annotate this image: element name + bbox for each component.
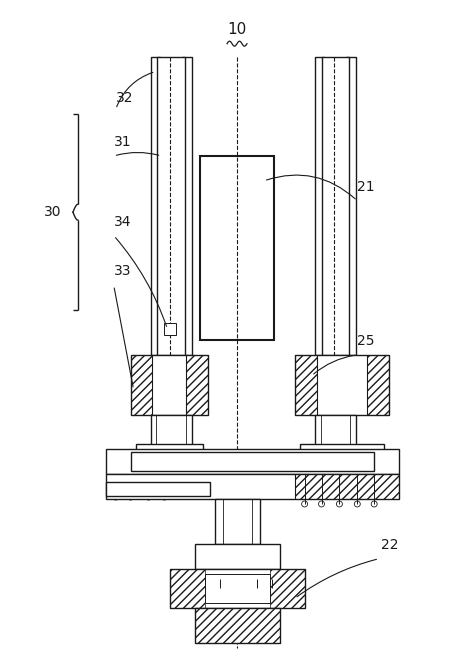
Bar	[170, 569, 205, 608]
Bar	[136, 444, 203, 454]
Bar	[182, 57, 192, 355]
Bar	[270, 569, 305, 608]
Text: 21: 21	[357, 180, 375, 194]
Bar	[131, 452, 374, 471]
Bar	[295, 355, 389, 414]
Text: 32: 32	[116, 91, 133, 105]
Bar	[200, 156, 274, 340]
Bar	[367, 355, 389, 414]
Text: 25: 25	[357, 334, 375, 348]
Bar	[346, 57, 356, 355]
Bar	[321, 57, 349, 355]
Bar	[195, 544, 280, 569]
Bar	[315, 414, 356, 449]
Circle shape	[114, 488, 123, 496]
Bar	[106, 474, 399, 499]
Circle shape	[129, 488, 138, 496]
Bar	[170, 569, 305, 608]
Bar	[295, 355, 317, 414]
Bar	[195, 608, 280, 643]
Bar	[306, 370, 318, 382]
Bar	[164, 323, 176, 335]
Text: 31: 31	[114, 135, 131, 149]
Bar	[131, 355, 153, 414]
Bar	[106, 482, 210, 496]
Bar	[106, 449, 399, 474]
Bar	[215, 499, 260, 544]
Text: 33: 33	[114, 264, 131, 278]
Bar	[295, 474, 399, 499]
Bar	[157, 57, 185, 355]
Bar	[195, 608, 280, 643]
Bar	[151, 57, 161, 355]
Text: 30: 30	[44, 205, 61, 219]
Circle shape	[146, 488, 155, 496]
Bar	[315, 57, 325, 355]
Bar	[151, 414, 192, 449]
Bar	[205, 573, 270, 603]
Text: 22: 22	[381, 538, 399, 551]
Bar	[300, 444, 384, 454]
Bar	[186, 355, 208, 414]
Text: 10: 10	[228, 23, 246, 37]
Bar	[131, 355, 208, 414]
Text: 34: 34	[114, 214, 131, 228]
